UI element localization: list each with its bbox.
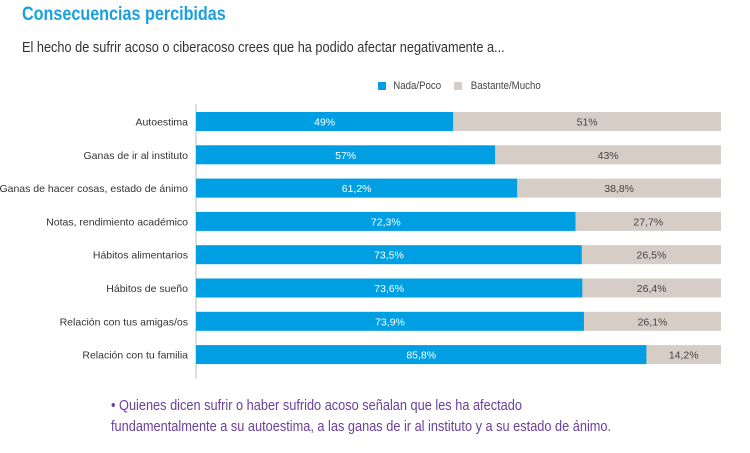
- data-label: 38,8%: [604, 183, 634, 195]
- data-label: 57%: [335, 150, 356, 162]
- data-label: 14,2%: [669, 350, 699, 362]
- bar-nada-poco: [196, 245, 582, 265]
- bar-nada-poco: [196, 145, 496, 165]
- bar-bastante-mucho: [646, 345, 721, 365]
- category-label: Hábitos alimentarios: [93, 250, 188, 262]
- chart-title: Consecuencias percibidas: [22, 4, 226, 25]
- bar-bastante-mucho: [582, 278, 721, 298]
- data-label: 27,7%: [633, 216, 663, 228]
- bar-nada-poco: [196, 311, 584, 331]
- legend-swatch: [378, 82, 386, 91]
- category-label: Notas, rendimiento académico: [46, 216, 188, 228]
- data-label: 49%: [314, 117, 335, 129]
- bar-bastante-mucho: [517, 178, 721, 198]
- data-label: 51%: [577, 117, 598, 129]
- bar-bastante-mucho: [583, 311, 721, 331]
- data-label: 72,3%: [371, 216, 401, 228]
- data-label: 43%: [598, 150, 619, 162]
- bar-bastante-mucho: [495, 145, 721, 165]
- bar-nada-poco: [196, 278, 583, 298]
- bar-nada-poco: [196, 112, 454, 131]
- data-label: 61,2%: [342, 183, 372, 195]
- bar-bastante-mucho: [575, 211, 721, 231]
- legend: Nada/Poco Bastante/Mucho: [378, 80, 546, 92]
- category-label: Ganas de hacer cosas, estado de ánimo: [0, 183, 188, 195]
- bar-bastante-mucho: [453, 112, 721, 131]
- note-line-1: • Quienes dicen sufrir o haber sufrido a…: [111, 398, 522, 414]
- data-label: 73,5%: [374, 250, 404, 262]
- bar-nada-poco: [196, 178, 518, 198]
- chart-subtitle: El hecho de sufrir acoso o ciberacoso cr…: [22, 39, 505, 56]
- data-label: 26,4%: [637, 283, 667, 295]
- data-label: 73,9%: [375, 316, 405, 328]
- data-label: 73,6%: [374, 283, 404, 295]
- category-label: Ganas de ir al instituto: [84, 150, 189, 162]
- category-label: Autoestima: [135, 117, 188, 129]
- legend-swatch: [454, 82, 463, 91]
- legend-item-nada-poco: Nada/Poco: [378, 80, 444, 92]
- note-line-2: fundamentalmente a su autoestima, a las …: [111, 419, 612, 435]
- data-label: 26,1%: [638, 316, 668, 328]
- bar-bastante-mucho: [581, 245, 721, 265]
- data-label: 26,5%: [637, 250, 667, 262]
- category-label: Relación con tus amigas/os: [60, 316, 188, 328]
- note: • Quienes dicen sufrir o haber sufrido a…: [111, 396, 611, 438]
- category-label: Hábitos de sueño: [106, 283, 188, 295]
- data-label: 85,8%: [406, 350, 436, 362]
- bar-nada-poco: [196, 345, 647, 365]
- bar-nada-poco: [196, 211, 576, 231]
- legend-item-bastante-mucho: Bastante/Mucho: [454, 80, 546, 92]
- category-label: Relación con tu familia: [82, 350, 188, 362]
